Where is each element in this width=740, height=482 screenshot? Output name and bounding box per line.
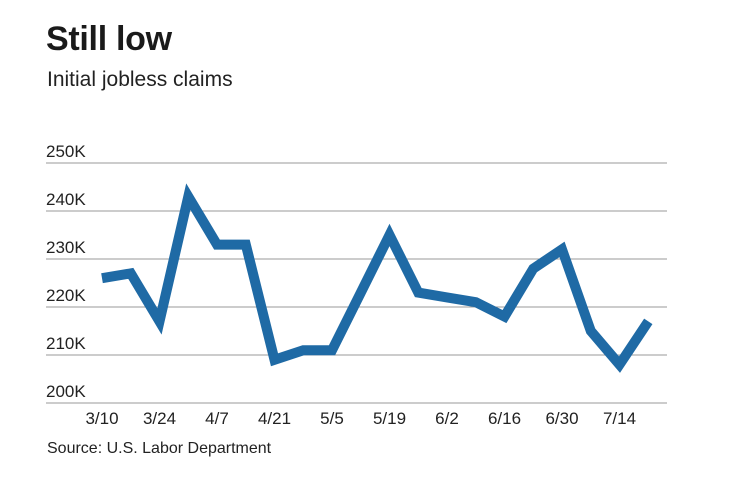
x-axis-labels: 3/10 3/24 4/7 4/21 5/5 5/19 6/2 6/16 6/30 7/14 (85, 409, 636, 428)
x-tick-label: 4/21 (258, 409, 291, 428)
y-tick-label: 230K (46, 238, 86, 257)
x-tick-label: 6/2 (435, 409, 459, 428)
x-tick-label: 3/10 (85, 409, 118, 428)
y-tick-label: 220K (46, 286, 86, 305)
x-tick-label: 5/19 (373, 409, 406, 428)
series-line (101, 183, 653, 373)
x-tick-label: 6/30 (545, 409, 578, 428)
source-note: Source: U.S. Labor Department (47, 440, 272, 457)
x-tick-label: 5/5 (320, 409, 344, 428)
gridlines (46, 162, 667, 404)
chart-subtitle: Initial jobless claims (47, 68, 233, 91)
y-tick-label: 210K (46, 334, 86, 353)
x-tick-label: 6/16 (488, 409, 521, 428)
y-tick-label: 250K (46, 142, 86, 161)
series-layer (101, 183, 653, 373)
y-tick-label: 200K (46, 382, 86, 401)
y-tick-label: 240K (46, 190, 86, 209)
x-tick-label: 7/14 (603, 409, 636, 428)
x-tick-label: 3/24 (143, 409, 176, 428)
x-tick-label: 4/7 (205, 409, 229, 428)
chart-title: Still low (46, 20, 172, 58)
y-axis-labels: 250K 240K 230K 220K 210K 200K (46, 142, 86, 401)
